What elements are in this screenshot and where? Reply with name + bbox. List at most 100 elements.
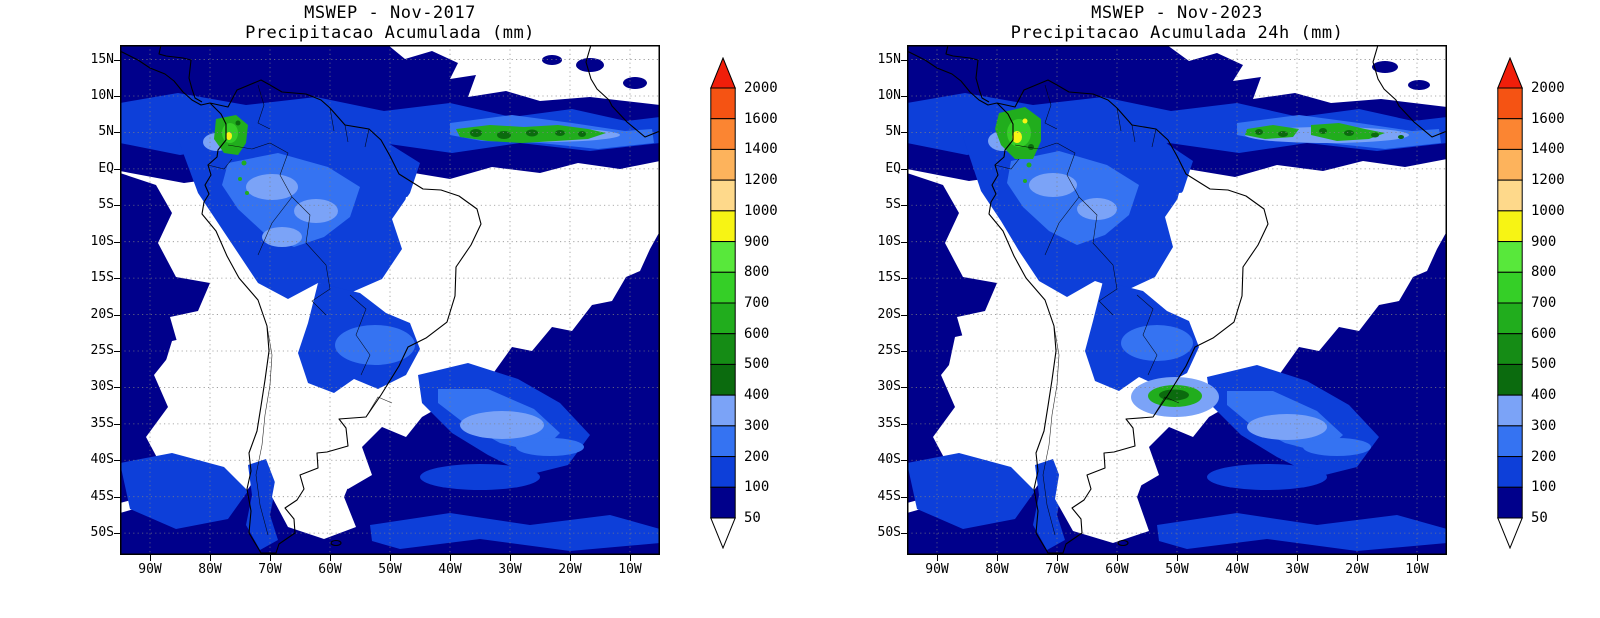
colorbar-segment	[710, 425, 736, 458]
colorbar-segment	[710, 394, 736, 427]
lat-tick-label: 15S	[90, 270, 114, 286]
colorbar-level-label: 900	[1531, 233, 1557, 250]
lon-tick-mark	[150, 555, 151, 561]
lat-tick-label: 25S	[90, 342, 114, 358]
colorbar-arrow-bottom	[710, 517, 736, 549]
lat-tick-label: 20S	[90, 306, 114, 322]
lat-tick-mark	[114, 496, 120, 498]
country-borders	[207, 84, 393, 536]
lon-tick-label: 50W	[1165, 562, 1189, 577]
lon-tick-label: 40W	[1225, 562, 1249, 577]
colorbar-arrow-top	[710, 57, 736, 89]
lon-tick-label: 80W	[198, 562, 222, 577]
lon-tick-label: 70W	[1045, 562, 1069, 577]
map-2017	[120, 45, 660, 555]
colorbar-level-label: 600	[744, 325, 770, 342]
colorbar-segment	[1497, 241, 1523, 273]
colorbar-level-label: 400	[1531, 387, 1557, 404]
lat-tick-label: 15N	[90, 51, 114, 67]
dry-argentina	[254, 417, 358, 539]
colorbar-segment	[1497, 425, 1523, 458]
lon-tick-mark	[1237, 555, 1238, 561]
colorbar-level-label: 1600	[744, 110, 778, 127]
lat-tick-label: EQ	[98, 160, 114, 176]
colorbar-level-label: 200	[1531, 448, 1557, 465]
lat-tick-mark	[901, 278, 907, 280]
colorbar-level-label: 1200	[744, 172, 778, 189]
lon-tick-mark	[330, 555, 331, 561]
colorbar-segment	[1497, 486, 1523, 519]
dry-central-brazil	[1169, 185, 1279, 333]
colorbar-level-label: 1400	[1531, 141, 1565, 158]
colorbar-svg	[710, 57, 736, 549]
lat-tick-mark	[901, 460, 907, 462]
colorbar-level-label: 800	[1531, 264, 1557, 281]
lon-tick-label: 80W	[985, 562, 1009, 577]
colorbar-level-label: 300	[744, 417, 770, 434]
colorbar-segment	[1497, 363, 1523, 396]
map-svg-2017	[120, 45, 660, 555]
lat-tick-mark	[114, 59, 120, 61]
lon-tick-mark	[1417, 555, 1418, 561]
colorbar-level-label: 1000	[744, 202, 778, 219]
lon-tick-mark	[450, 555, 451, 561]
colorbar-segment	[1497, 118, 1523, 150]
lon-tick-label: 30W	[498, 562, 522, 577]
lon-tick-label: 90W	[138, 562, 162, 577]
lat-tick-label: 25S	[877, 342, 901, 358]
colorbar-arrow-bottom	[1497, 517, 1523, 549]
lat-tick-label: 15S	[877, 270, 901, 286]
lat-tick-mark	[114, 533, 120, 535]
colorbar-level-label: 600	[1531, 325, 1557, 342]
colorbar-segment	[710, 118, 736, 150]
colorbar-level-label: 700	[1531, 294, 1557, 311]
panel-nov-2017: MSWEP - Nov-2017 Precipitacao Acumulada …	[0, 0, 787, 618]
colorbar-segment	[710, 87, 736, 120]
lat-tick-label: 5N	[885, 124, 901, 140]
lon-tick-mark	[1297, 555, 1298, 561]
lat-tick-label: 10N	[877, 87, 901, 103]
map-frame	[907, 45, 1447, 555]
lat-tick-label: 40S	[877, 452, 901, 468]
colorbar-level-label: 500	[1531, 356, 1557, 373]
colorbar-level-label: 100	[744, 479, 770, 496]
lon-tick-mark	[270, 555, 271, 561]
colorbar-level-label: 1600	[1531, 110, 1565, 127]
lon-tick-label: 60W	[1105, 562, 1129, 577]
dry-sepacific	[949, 327, 1039, 459]
map-2023	[907, 45, 1447, 555]
lon-tick-mark	[937, 555, 938, 561]
colorbar-level-label: 50	[744, 509, 761, 526]
colorbar-segment	[710, 271, 736, 304]
lat-tick-mark	[901, 95, 907, 97]
navy-pacific-strip	[907, 173, 997, 503]
lat-tick-label: 5N	[98, 124, 114, 140]
lon-tick-label: 90W	[925, 562, 949, 577]
lon-tick-label: 20W	[558, 562, 582, 577]
lat-tick-mark	[114, 460, 120, 462]
lat-tick-mark	[901, 423, 907, 425]
dry-argentina	[1037, 407, 1151, 543]
lat-tick-mark	[901, 350, 907, 352]
lat-tick-label: 10N	[90, 87, 114, 103]
lat-tick-label: 5S	[98, 197, 114, 213]
lat-tick-label: 30S	[877, 379, 901, 395]
colorbar-level-label: 1000	[1531, 202, 1565, 219]
coastlines	[120, 45, 660, 554]
lat-tick-mark	[901, 205, 907, 207]
panel-title: MSWEP - Nov-2023	[1091, 3, 1263, 23]
lon-tick-mark	[1177, 555, 1178, 561]
lon-tick-label: 10W	[1405, 562, 1429, 577]
lat-tick-mark	[114, 278, 120, 280]
colorbar-arrow-top	[1497, 57, 1523, 89]
navy-pacific-strip	[120, 173, 210, 503]
lat-tick-label: 15N	[877, 51, 901, 67]
colorbar-segment	[710, 486, 736, 519]
gridlines	[907, 45, 1447, 555]
colorbar-level-label: 500	[744, 356, 770, 373]
precip-field-2017	[120, 45, 660, 555]
lon-tick-mark	[1117, 555, 1118, 561]
lat-tick-label: 5S	[885, 197, 901, 213]
map-frame	[120, 45, 660, 555]
lon-tick-label: 70W	[258, 562, 282, 577]
